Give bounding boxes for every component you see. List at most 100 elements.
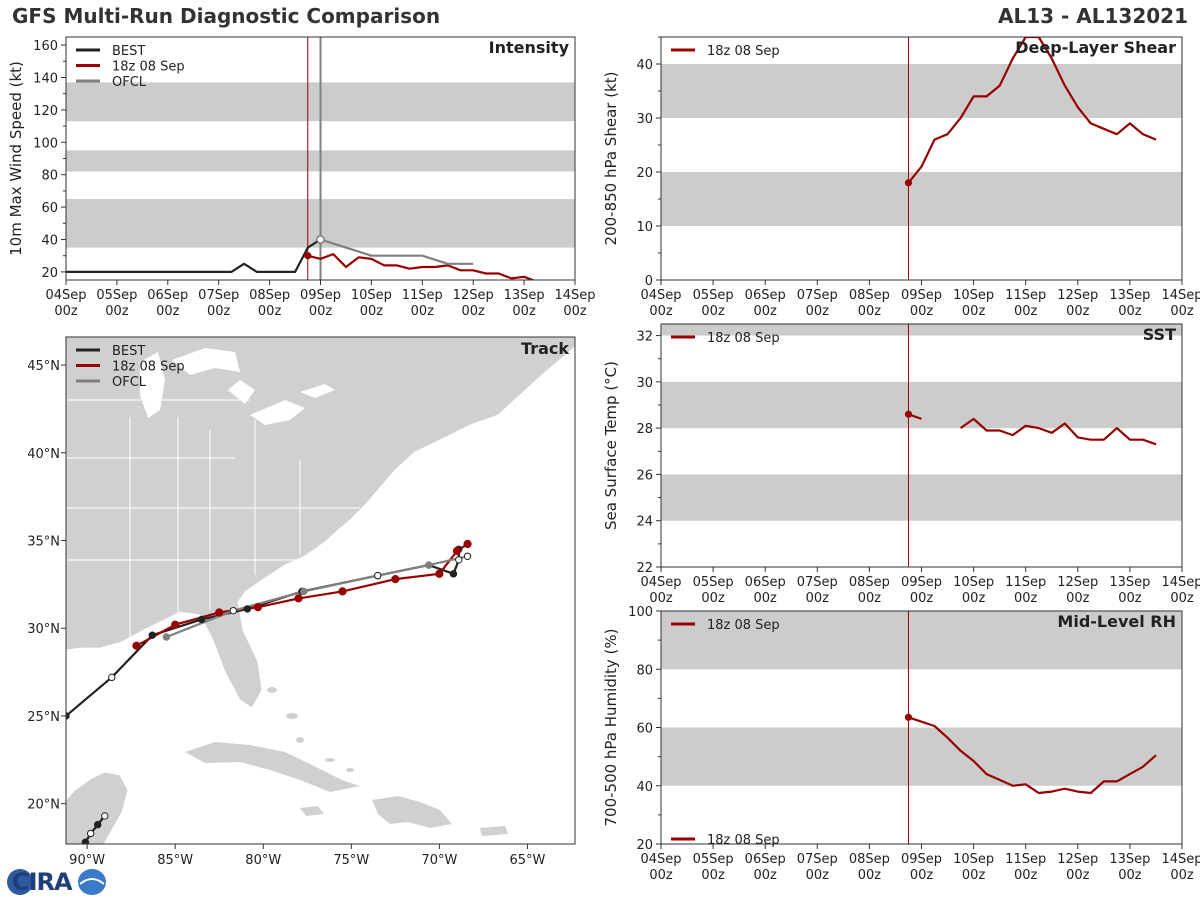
sst-plot-area — [661, 324, 1182, 567]
shear-xtick-label-day: 08Sep — [849, 288, 890, 303]
land-cuba — [185, 742, 360, 792]
sst-ytick-label: 28 — [636, 422, 653, 437]
track-point-best — [455, 556, 463, 564]
track-point-best — [66, 712, 70, 720]
track-xtick-label: 75°W — [333, 853, 369, 868]
track-point-run — [463, 539, 472, 549]
intensity-xtick-label-day: 12Sep — [453, 288, 494, 303]
rh-xtick-label-hour: 00z — [1118, 868, 1142, 883]
rh-ytick-label: 20 — [636, 838, 653, 853]
track-point-best — [86, 829, 95, 838]
sst-xtick-label-day: 11Sep — [1005, 575, 1046, 590]
intensity-ytick-label: 20 — [41, 266, 58, 281]
land-jamaica — [300, 806, 324, 816]
shear-ytick-label: 40 — [636, 58, 653, 73]
rh-plot-area — [661, 611, 1182, 844]
intensity-ytick-label: 40 — [41, 234, 58, 249]
track-ytick-label: 20°N — [27, 798, 60, 813]
sst-xtick-label-hour: 00z — [1118, 591, 1142, 606]
sst-xtick-label-day: 07Sep — [797, 575, 838, 590]
sst-band — [661, 381, 1182, 429]
rh-xtick-label-day: 11Sep — [1005, 852, 1046, 867]
intensity-ylabel: 10m Max Wind Speed (kt) — [7, 61, 25, 256]
track-frame — [65, 336, 576, 845]
intensity-xtick-label-hour: 00z — [563, 304, 587, 319]
sst-xtick-label-hour: 00z — [962, 591, 986, 606]
sst-band — [661, 474, 1182, 521]
rh-xtick-label-hour: 00z — [1066, 868, 1090, 883]
sst-xtick-label-hour: 00z — [1014, 591, 1038, 606]
rh-run-start-marker — [904, 713, 913, 721]
intensity-xtick-label-hour: 00z — [54, 304, 78, 319]
sst-xtick-label-day: 06Sep — [745, 575, 786, 590]
track-point-best — [449, 570, 458, 578]
shear-xtick-label-hour: 00z — [1118, 304, 1142, 319]
rh-band — [661, 727, 1182, 786]
track-xtick-label: 80°W — [245, 853, 281, 868]
intensity-xtick-label-day: 13Sep — [504, 288, 545, 303]
sst-ytick-label: 26 — [636, 468, 653, 483]
shear-xtick-label-day: 12Sep — [1057, 288, 1098, 303]
rh-xtick-label-hour: 00z — [754, 868, 778, 883]
rh-title: Mid-Level RH — [1057, 612, 1176, 631]
intensity-xtick-label-hour: 00z — [309, 304, 333, 319]
page-title: GFS Multi-Run Diagnostic Comparison — [12, 4, 441, 28]
track-point-run — [435, 569, 444, 578]
track-xtick-label: 70°W — [421, 853, 457, 868]
sst-xtick-label-day: 10Sep — [953, 575, 994, 590]
rh-ytick-label: 80 — [636, 663, 653, 678]
state-borders — [66, 399, 360, 640]
rh-xtick-label-day: 09Sep — [901, 852, 942, 867]
sst-xtick-label-day: 14Sep — [1161, 575, 1200, 590]
track-point-run — [132, 641, 141, 650]
rh-xtick-label-day: 12Sep — [1057, 852, 1098, 867]
land-north-america — [66, 337, 575, 709]
shear-xtick-label-hour: 00z — [1014, 304, 1038, 319]
shear-xtick-label-day: 11Sep — [1005, 288, 1046, 303]
shear-xtick-label-day: 13Sep — [1109, 288, 1150, 303]
shear-xtick-label-hour: 00z — [1066, 304, 1090, 319]
track-xtick-label: 65°W — [509, 853, 545, 868]
track-point-run — [294, 594, 303, 603]
rh-xtick-label-hour: 00z — [701, 868, 725, 883]
intensity-xtick-label-day: 09Sep — [300, 288, 341, 303]
sst-ytick-label: 30 — [636, 376, 653, 391]
intensity-series-run — [307, 253, 536, 280]
sst-title: SST — [1143, 325, 1176, 344]
intensity-title: Intensity — [489, 38, 570, 57]
intensity-legend-label-run: 18z 08 Sep — [112, 60, 185, 75]
shear-xtick-label-day: 09Sep — [901, 288, 942, 303]
shear-series-run — [907, 37, 1157, 184]
track-point-run — [215, 608, 224, 617]
track-point-run — [338, 587, 347, 596]
track-ytick-label: 35°N — [27, 535, 60, 550]
rh-legend-label-run: 18z 08 Sep — [707, 618, 780, 633]
storm-id: AL13 - AL132021 — [998, 4, 1188, 28]
track-point-best — [148, 631, 157, 639]
shear-xtick-label-hour: 00z — [649, 304, 673, 319]
intensity-ytick-label: 100 — [33, 136, 58, 151]
intensity-xtick-label-hour: 00z — [462, 304, 486, 319]
intensity-xtick-label-day: 11Sep — [402, 288, 443, 303]
sst-xtick-label-hour: 00z — [806, 591, 830, 606]
track-legend-label-run: 18z 08 Sep — [112, 360, 185, 375]
shear-xtick-label-hour: 00z — [1170, 304, 1194, 319]
intensity-xtick-label-day: 04Sep — [45, 288, 86, 303]
shear-xtick-label-day: 10Sep — [953, 288, 994, 303]
shear-ytick-label: 0 — [645, 274, 653, 289]
rh-legend-label-bottom: 18z 08 Sep — [707, 833, 780, 848]
land-mexico — [66, 771, 129, 844]
sst-series-run — [959, 417, 1157, 446]
shear-xtick-label-hour: 00z — [962, 304, 986, 319]
sst-xtick-label-hour: 00z — [649, 591, 673, 606]
rh-ytick-label: 40 — [636, 780, 653, 795]
rh-xtick-label-day: 10Sep — [953, 852, 994, 867]
shear-xtick-label-hour: 00z — [701, 304, 725, 319]
sst-legend-label-run: 18z 08 Sep — [707, 331, 780, 346]
track-ytick-label: 45°N — [27, 359, 60, 374]
rh-xtick-label-hour: 00z — [910, 868, 934, 883]
shear-ytick-label: 20 — [636, 166, 653, 181]
shear-ytick-label: 30 — [636, 112, 653, 127]
sst-xtick-label-hour: 00z — [701, 591, 725, 606]
shear-xtick-label-hour: 00z — [858, 304, 882, 319]
